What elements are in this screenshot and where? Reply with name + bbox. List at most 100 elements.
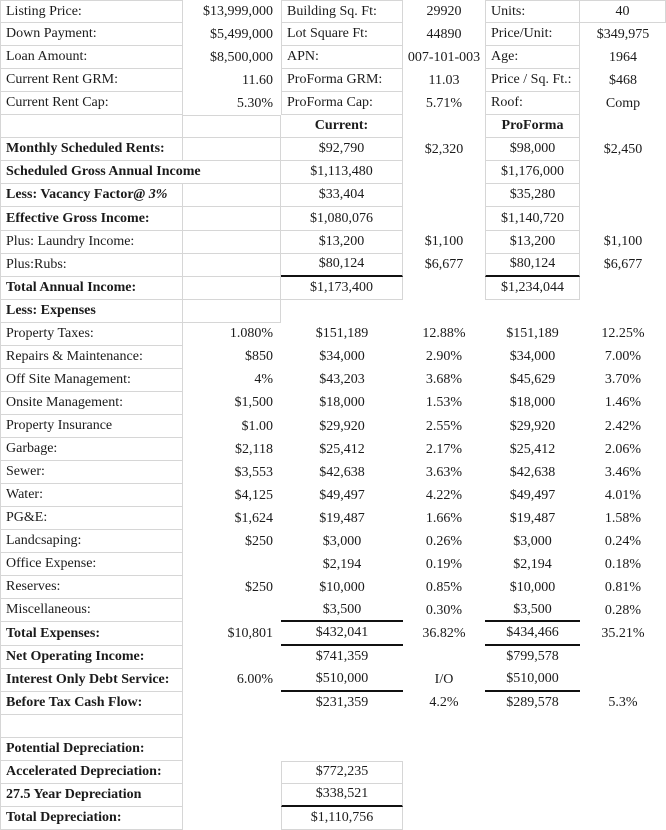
unit-value: $250 — [245, 533, 273, 549]
proforma-amount: $3,500 — [485, 599, 580, 623]
current-rate: 3.63% — [425, 464, 463, 480]
unit-value — [183, 715, 281, 738]
unit-value: $2,118 — [235, 441, 273, 457]
row-label: PG&E: — [0, 507, 183, 531]
proforma-rate: 4.01% — [604, 487, 642, 503]
unit-value — [183, 553, 281, 576]
row-label: Onsite Management: — [0, 391, 183, 415]
current-amount: $19,487 — [319, 510, 365, 526]
current-rate: 0.19% — [425, 556, 463, 572]
current-amount — [281, 715, 403, 738]
info-value-2: 007-101-003 — [407, 49, 481, 65]
row-label: Interest Only Debt Service: — [0, 668, 183, 692]
proforma-amount: $1,176,000 — [485, 161, 580, 185]
proforma-amount: $510,000 — [485, 669, 580, 692]
proforma-rate: $2,450 — [603, 141, 643, 157]
current-amount: $33,404 — [281, 184, 403, 208]
unit-value — [183, 784, 281, 807]
row-label: Potential Depreciation: — [0, 737, 183, 761]
current-amount: $1,080,076 — [281, 207, 403, 231]
proforma-amount — [485, 715, 580, 738]
proforma-rate: 0.81% — [604, 579, 642, 595]
current-rate — [403, 715, 485, 738]
row-label: Monthly Scheduled Rents: — [0, 138, 183, 162]
proforma-rate: $1,100 — [603, 234, 643, 250]
proforma-rate: 35.21% — [601, 626, 645, 642]
proforma-amount — [485, 784, 580, 807]
proforma-amount: $19,487 — [509, 510, 556, 526]
row-label-qualifier: @ 3% — [133, 187, 168, 203]
proforma-amount: $98,000 — [485, 138, 580, 162]
unit-value — [183, 807, 281, 830]
spacer-cell — [0, 115, 183, 139]
unit-value: $1.00 — [241, 418, 274, 434]
info-value-2: 5.71% — [425, 95, 463, 111]
current-amount: $34,000 — [319, 349, 365, 365]
current-amount: $43,203 — [319, 372, 365, 388]
unit-value: $10,801 — [227, 626, 274, 642]
current-rate — [403, 207, 485, 230]
unit-value: 1.080% — [229, 326, 273, 342]
info-label-3: Roof: — [485, 92, 580, 116]
current-rate: 0.30% — [425, 602, 463, 618]
proforma-rate — [580, 207, 666, 230]
row-label: Effective Gross Income: — [0, 207, 183, 231]
proforma-amount: $1,234,044 — [485, 276, 580, 300]
info-label-2: ProForma GRM: — [281, 69, 403, 93]
current-rate: 2.90% — [425, 349, 463, 365]
proforma-rate: 2.42% — [604, 418, 642, 434]
current-amount — [281, 738, 403, 761]
unit-value — [183, 138, 281, 162]
proforma-rate: 1.46% — [604, 395, 642, 411]
proforma-amount — [485, 300, 580, 323]
proforma-amount — [485, 761, 580, 784]
current-rate — [403, 277, 485, 300]
proforma-rate: 0.24% — [604, 533, 642, 549]
unit-value: 6.00% — [236, 672, 273, 688]
info-label-1: Listing Price: — [0, 0, 183, 24]
unit-value — [183, 230, 281, 254]
proforma-rate — [580, 277, 666, 300]
current-rate — [403, 761, 485, 784]
current-rate: 4.2% — [429, 695, 459, 711]
proforma-amount: $151,189 — [506, 326, 559, 342]
current-rate — [403, 646, 485, 669]
row-label: Miscellaneous: — [0, 599, 183, 623]
current-amount: $1,173,400 — [281, 276, 403, 300]
unit-value: $4,125 — [234, 487, 274, 503]
info-value-3: Comp — [605, 95, 641, 111]
info-label-3: Age: — [485, 46, 580, 70]
current-amount: $510,000 — [281, 669, 403, 692]
proforma-rate — [580, 715, 666, 738]
unit-value: $3,553 — [234, 464, 274, 480]
proforma-rate: $6,677 — [603, 257, 643, 273]
unit-value: 4% — [254, 372, 273, 388]
current-amount: $3,500 — [281, 599, 403, 623]
unit-value — [183, 253, 281, 277]
row-label: Landcsaping: — [0, 530, 183, 554]
row-label: Office Expense: — [0, 553, 183, 577]
unit-value — [183, 207, 281, 231]
unit-value — [183, 599, 281, 622]
info-label-3: Price/Unit: — [485, 23, 580, 47]
row-label: Garbage: — [0, 438, 183, 462]
current-amount: $231,359 — [315, 695, 369, 711]
proforma-amount: $49,497 — [509, 487, 556, 503]
current-amount: $3,000 — [322, 533, 362, 549]
row-label — [0, 714, 183, 738]
info-value-3: 1964 — [609, 49, 637, 65]
proforma-amount: $34,000 — [509, 349, 556, 365]
unit-value: $850 — [245, 349, 273, 365]
spacer-cell — [403, 115, 485, 138]
current-rate: 1.53% — [425, 395, 463, 411]
current-amount: $741,359 — [315, 649, 369, 665]
info-label-2: ProForma Cap: — [281, 92, 403, 116]
unit-value: $250 — [245, 579, 273, 595]
current-rate: $1,100 — [424, 234, 464, 250]
proforma-rate: 1.58% — [604, 510, 642, 526]
proforma-amount: $1,140,720 — [485, 207, 580, 231]
proforma-rate — [580, 807, 666, 830]
info-value-1: $8,500,000 — [210, 49, 273, 65]
info-value-1: 5.30% — [236, 95, 273, 111]
